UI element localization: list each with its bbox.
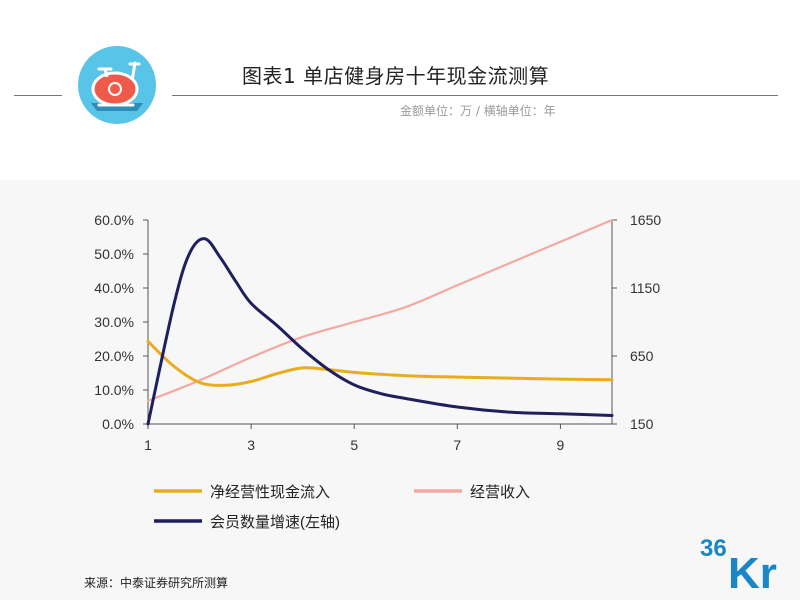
x-axis-tick-label: 9	[557, 437, 565, 453]
page-subtitle: 金额单位：万 / 横轴单位：年	[400, 104, 556, 118]
x-axis-tick-label: 7	[453, 437, 461, 453]
brand-logo: 36 Kr	[700, 530, 796, 598]
header-divider-left	[14, 95, 62, 96]
right-axis-tick-label: 1650	[630, 212, 661, 228]
left-axis-tick-label: 30.0%	[94, 314, 134, 330]
x-axis-tick-label: 5	[350, 437, 358, 453]
chart-background	[0, 180, 800, 600]
left-axis-tick-label: 0.0%	[102, 416, 134, 432]
brand-number: 36	[700, 535, 727, 562]
legend-label-3: 会员数量增速(左轴)	[210, 514, 340, 531]
legend-label-2: 经营收入	[470, 484, 530, 501]
series-line-2	[146, 218, 614, 402]
legend-label-1: 净经营性现金流入	[210, 484, 330, 501]
right-axis-tick-label: 650	[630, 348, 654, 364]
series-line-1	[146, 339, 614, 387]
right-axis-tick-label: 1150	[630, 280, 660, 296]
x-axis-tick-label: 3	[247, 437, 255, 453]
left-axis-tick-label: 50.0%	[94, 246, 134, 262]
left-axis-tick-label: 10.0%	[94, 382, 134, 398]
brand-letters: Kr	[728, 549, 777, 594]
series-line-3	[146, 237, 614, 426]
right-axis-tick-label: 150	[630, 416, 654, 432]
exercise-bike-icon	[77, 45, 157, 125]
left-axis-tick-label: 40.0%	[94, 280, 134, 296]
header-divider-right	[172, 95, 778, 96]
source-note: 来源：中泰证券研究所测算	[84, 576, 229, 590]
left-axis-tick-label: 20.0%	[94, 348, 134, 364]
page-title: 图表1 单店健身房十年现金流测算	[242, 64, 550, 88]
left-axis-tick-label: 60.0%	[94, 212, 134, 228]
x-axis-tick-label: 1	[144, 437, 152, 453]
